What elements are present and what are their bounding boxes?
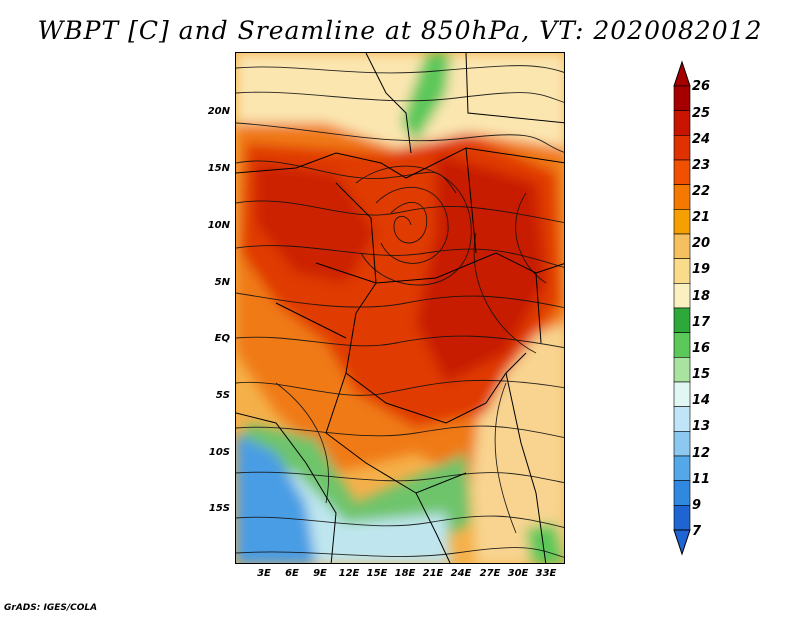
colorbar-segment xyxy=(673,159,691,185)
colorbar-label: 22 xyxy=(692,184,711,199)
colorbar-label: 12 xyxy=(692,446,711,461)
colorbar-segment xyxy=(673,85,691,111)
colorbar-top-arrow xyxy=(673,60,691,87)
colorbar-segment xyxy=(673,505,691,531)
x-tick-label: 21E xyxy=(422,568,444,579)
colorbar-label: 17 xyxy=(692,315,711,330)
colorbar-segment xyxy=(673,184,691,210)
colorbar-segment xyxy=(673,283,691,309)
x-tick-label: 3E xyxy=(257,568,271,579)
colorbar-label: 7 xyxy=(692,524,702,539)
colorbar-segment xyxy=(673,406,691,432)
colorbar-segment xyxy=(673,209,691,235)
colorbar-label: 11 xyxy=(692,472,711,487)
y-tick-label: 15S xyxy=(208,503,230,514)
x-tick-label: 30E xyxy=(507,568,529,579)
wbpt-map xyxy=(235,52,565,564)
y-tick-label: 10N xyxy=(207,220,230,231)
y-tick-label: 5S xyxy=(215,390,230,401)
map-field xyxy=(236,53,564,563)
colorbar-label: 21 xyxy=(692,210,711,225)
colorbar-segment xyxy=(673,455,691,481)
colorbar-label: 13 xyxy=(692,419,711,434)
credit-text: GrADS: IGES/COLA xyxy=(4,603,98,613)
colorbar-segment xyxy=(673,233,691,259)
y-tick-label: 5N xyxy=(214,277,230,288)
colorbar-segment xyxy=(673,431,691,457)
wbpt-shading xyxy=(236,53,564,563)
colorbar-segment xyxy=(673,307,691,333)
x-tick-label: 15E xyxy=(366,568,388,579)
colorbar-segment xyxy=(673,381,691,407)
blue-southwest xyxy=(236,433,316,563)
colorbar-label: 14 xyxy=(692,393,711,408)
colorbar-label: 15 xyxy=(692,367,711,382)
colorbar-label: 20 xyxy=(692,236,711,251)
colorbar-label: 25 xyxy=(692,106,711,121)
x-tick-label: 27E xyxy=(479,568,501,579)
colorbar-label: 18 xyxy=(692,289,711,304)
x-tick-label: 24E xyxy=(450,568,472,579)
colorbar-label: 24 xyxy=(692,132,711,147)
colorbar-segments xyxy=(673,60,691,556)
colorbar xyxy=(673,60,691,556)
green-east-patch xyxy=(526,523,564,563)
map-title: WBPT [C] and Sreamline at 850hPa, VT: 20… xyxy=(37,16,763,45)
x-tick-label: 12E xyxy=(338,568,360,579)
green-north-patch xyxy=(401,53,451,143)
colorbar-segment xyxy=(673,332,691,358)
colorbar-segment xyxy=(673,357,691,383)
colorbar-label: 19 xyxy=(692,262,711,277)
colorbar-label: 16 xyxy=(692,341,711,356)
colorbar-segment xyxy=(673,110,691,136)
colorbar-label: 23 xyxy=(692,158,711,173)
colorbar-segment xyxy=(673,258,691,284)
streamlines xyxy=(236,65,564,558)
y-tick-label: 20N xyxy=(207,106,230,117)
political-boundaries xyxy=(236,53,564,563)
colorbar-label: 9 xyxy=(692,498,702,513)
colorbar-label: 26 xyxy=(692,79,711,94)
deep-red-core xyxy=(416,153,546,383)
y-tick-label: 15N xyxy=(207,163,230,174)
x-tick-label: 18E xyxy=(394,568,416,579)
colorbar-bottom-arrow xyxy=(673,529,691,556)
x-tick-label: 6E xyxy=(285,568,299,579)
y-tick-label: EQ xyxy=(214,333,230,344)
x-tick-label: 33E xyxy=(535,568,557,579)
colorbar-segment xyxy=(673,480,691,506)
y-tick-label: 10S xyxy=(208,447,230,458)
x-tick-label: 9E xyxy=(313,568,327,579)
colorbar-segment xyxy=(673,135,691,161)
